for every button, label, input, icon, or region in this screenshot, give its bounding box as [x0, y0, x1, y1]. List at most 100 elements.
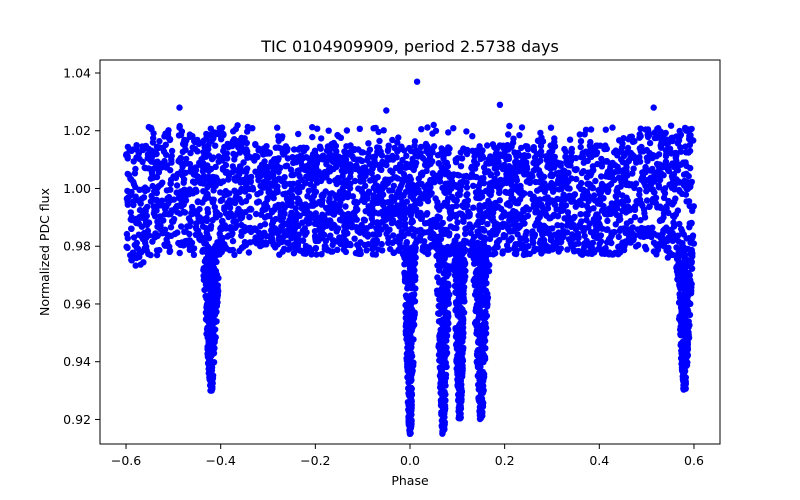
data-point — [631, 213, 639, 221]
data-point — [303, 144, 310, 152]
data-point — [484, 301, 491, 308]
data-point — [347, 169, 354, 176]
data-point — [510, 168, 517, 175]
data-point — [547, 165, 554, 172]
data-point — [216, 230, 223, 237]
data-point — [470, 233, 478, 241]
data-point — [220, 178, 227, 185]
data-point — [139, 186, 146, 193]
data-point — [496, 142, 504, 149]
data-point — [142, 205, 149, 213]
data-point — [445, 129, 452, 136]
data-point — [262, 206, 269, 213]
data-point — [538, 203, 546, 210]
data-point — [365, 140, 372, 147]
data-point — [313, 218, 320, 225]
data-point — [155, 169, 163, 176]
data-point — [393, 154, 400, 161]
data-point — [254, 234, 261, 241]
data-point — [161, 226, 169, 233]
data-point — [447, 223, 454, 230]
data-point — [538, 177, 545, 184]
data-point — [261, 229, 268, 236]
data-point — [509, 209, 517, 217]
data-point — [309, 201, 316, 209]
data-point — [483, 160, 490, 167]
data-point — [432, 233, 439, 240]
data-point — [439, 429, 446, 436]
data-point — [274, 230, 281, 237]
data-point — [513, 247, 520, 254]
data-point — [221, 152, 228, 160]
data-point — [186, 133, 194, 141]
data-point — [295, 167, 303, 174]
data-point — [209, 217, 216, 224]
data-point — [204, 243, 211, 250]
data-point — [482, 320, 489, 327]
data-point — [497, 163, 504, 170]
data-point — [462, 230, 469, 237]
data-point — [578, 218, 585, 225]
data-point — [667, 251, 674, 259]
data-point — [132, 262, 139, 269]
data-point — [208, 282, 216, 289]
data-point — [375, 231, 383, 238]
data-point — [228, 231, 235, 238]
data-point — [454, 219, 461, 226]
data-point — [454, 155, 461, 162]
data-point — [557, 245, 564, 252]
data-point — [452, 251, 459, 259]
data-point — [422, 140, 430, 148]
y-tick-label: 0.92 — [63, 412, 91, 427]
data-point — [580, 168, 587, 175]
data-point — [287, 219, 294, 226]
data-point — [360, 177, 367, 184]
data-point — [505, 153, 512, 160]
data-point — [436, 243, 443, 250]
data-point — [229, 246, 237, 254]
data-point — [619, 140, 626, 147]
data-point — [664, 145, 672, 152]
data-point — [192, 172, 199, 179]
data-point — [178, 197, 185, 205]
data-point — [481, 201, 489, 209]
data-point — [418, 180, 425, 188]
data-point — [502, 188, 509, 196]
data-point — [290, 159, 297, 166]
data-point — [485, 244, 492, 252]
data-point — [453, 357, 460, 364]
data-point — [189, 166, 196, 173]
data-point — [124, 244, 131, 251]
data-point — [129, 216, 136, 224]
data-point — [685, 334, 693, 341]
data-point — [459, 346, 467, 353]
data-point — [264, 177, 271, 184]
data-point — [682, 327, 689, 334]
data-point — [667, 122, 675, 129]
data-point — [437, 251, 444, 258]
data-point — [404, 349, 412, 356]
data-point — [674, 162, 682, 170]
data-point — [345, 150, 352, 158]
data-point — [516, 196, 524, 203]
data-point — [477, 233, 484, 240]
data-point — [145, 145, 152, 152]
data-point — [303, 173, 310, 180]
data-point — [453, 341, 460, 349]
data-point — [205, 152, 213, 159]
data-point — [317, 145, 324, 152]
data-point — [318, 234, 325, 242]
data-point — [602, 126, 609, 133]
data-point — [590, 205, 597, 212]
data-point — [409, 267, 416, 275]
data-point — [253, 199, 261, 206]
data-point — [157, 202, 165, 209]
data-point — [492, 250, 499, 257]
data-point — [218, 238, 225, 246]
data-point — [123, 230, 131, 238]
data-point — [571, 166, 578, 173]
data-point — [451, 263, 458, 270]
data-point — [188, 203, 196, 211]
data-point — [411, 309, 418, 316]
data-point — [207, 125, 214, 132]
